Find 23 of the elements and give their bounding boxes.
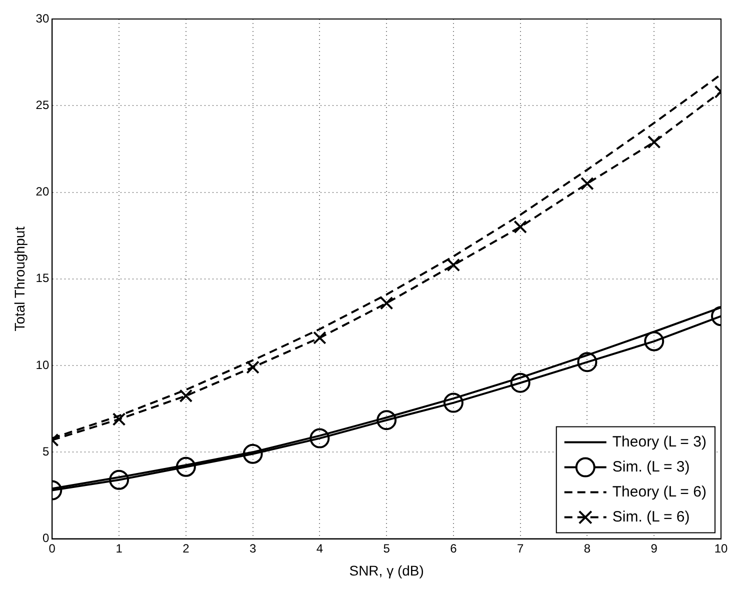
x-axis-title: SNR, γ (dB) [349,562,424,578]
x-tick-label: 9 [650,541,658,556]
x-tick-label: 1 [116,541,123,556]
legend-label: Sim. (L = 6) [612,508,690,526]
x-tick-label: 3 [249,541,256,556]
y-tick-label: 25 [36,98,50,112]
y-tick-label: 0 [42,531,50,546]
x-tick-label: 10 [714,541,728,556]
legend-label: Sim. (L = 3) [612,458,690,476]
legend-label: Theory (L = 3) [612,433,706,450]
legend-label: Theory (L = 6) [612,483,706,500]
y-axis-title: Total Throughput [11,226,28,332]
y-tick-label: 20 [36,184,50,199]
x-tick-label: 6 [450,541,458,556]
x-tick-label: 8 [584,541,591,556]
x-tick-label: 2 [182,541,190,556]
y-tick-label: 15 [36,271,50,286]
y-tick-label: 5 [42,444,50,458]
x-tick-label: 7 [517,541,524,556]
y-tick-label: 30 [36,11,50,26]
x-tick-label: 5 [383,541,390,556]
y-tick-label: 10 [36,358,50,372]
x-tick-label: 4 [316,541,324,556]
